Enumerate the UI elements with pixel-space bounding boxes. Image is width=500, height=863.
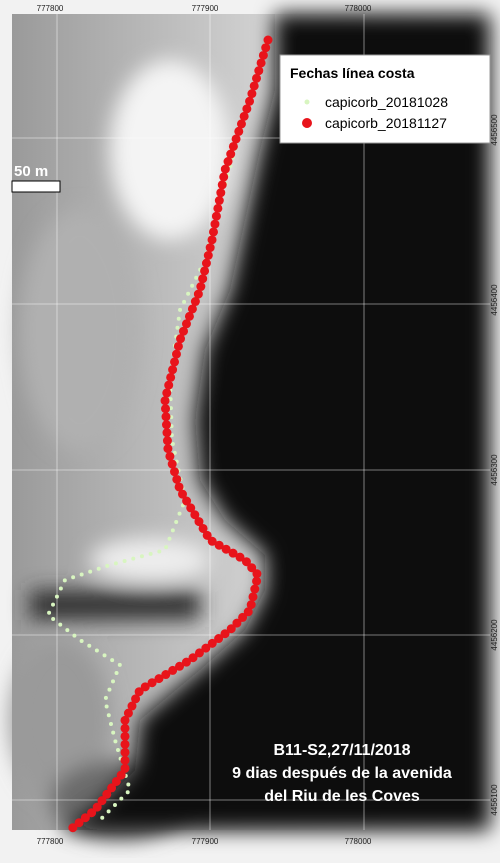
legend-item: capicorb_20181028 [325,94,448,110]
x-tick-label: 778000 [345,837,372,846]
x-tick-label: 777800 [37,837,64,846]
legend-symbol [302,118,312,128]
legend-symbol [305,100,310,105]
map: 50 m Fechas línea costa capicorb_2018102… [0,0,500,858]
caption-line: del Riu de les Coves [264,788,420,805]
caption-line: B11-S2,27/11/2018 [273,742,410,759]
y-tick-label: 4456500 [490,114,499,146]
y-tick-label: 4456200 [490,619,499,651]
caption-line: 9 dias después de la avenida [232,765,452,782]
legend-item: capicorb_20181127 [325,115,447,131]
right-axis: 4456500 4456400 4456300 4456200 4456100 [490,114,499,816]
y-tick-label: 4456300 [490,454,499,486]
legend-title: Fechas línea costa [290,65,415,81]
x-tick-label: 777900 [192,4,219,13]
x-tick-label: 778000 [345,4,372,13]
x-tick-label: 777800 [37,4,64,13]
top-axis: 777800 777900 778000 [37,4,372,13]
x-tick-label: 777900 [192,837,219,846]
bottom-axis: 777800 777900 778000 [37,837,372,846]
scale-label: 50 m [14,163,48,180]
legend: Fechas línea costa capicorb_20181028 cap… [280,55,490,143]
scale-rect [12,181,60,192]
y-tick-label: 4456400 [490,284,499,316]
y-tick-label: 4456100 [490,784,499,816]
